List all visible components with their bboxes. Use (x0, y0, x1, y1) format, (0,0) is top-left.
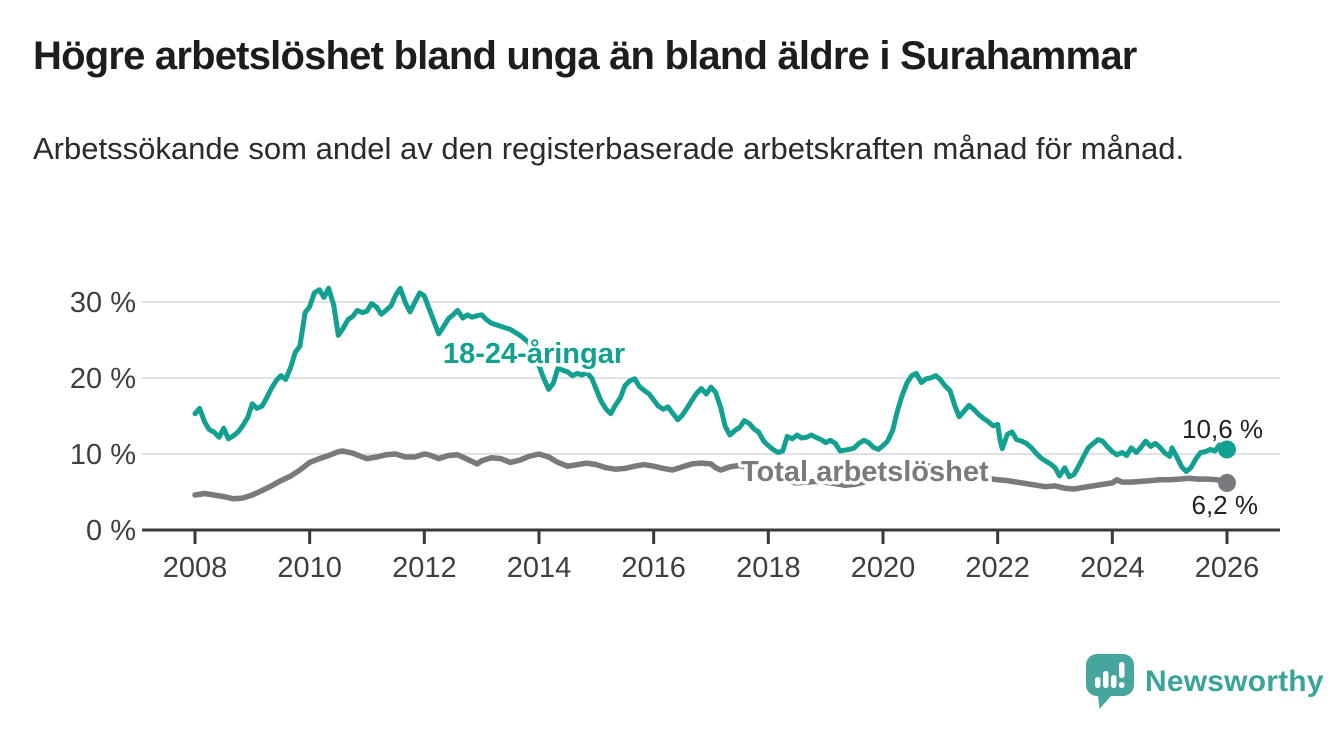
x-axis-label-2020: 2020 (851, 552, 916, 584)
y-axis-label-10: 10 % (70, 439, 136, 471)
chart-subtitle: Arbetssökande som andel av den registerb… (33, 131, 1185, 166)
end-dot-total (1217, 473, 1236, 492)
chart-title: Högre arbetslöshet bland unga än bland ä… (33, 34, 1137, 78)
y-axis-label-30: 30 % (70, 287, 136, 319)
x-axis-label-2016: 2016 (621, 552, 686, 584)
series-line-youth (192, 285, 1230, 480)
x-axis-label-2018: 2018 (736, 552, 801, 584)
end-dot-youth (1217, 440, 1236, 459)
x-axis-label-2026: 2026 (1195, 552, 1260, 584)
series-label-total: Total arbetslöshet (741, 456, 989, 488)
y-axis-label-20: 20 % (70, 363, 136, 395)
series-label-youth: 18-24-åringar (443, 338, 625, 370)
x-axis-label-2008: 2008 (163, 552, 228, 584)
y-axis-label-0: 0 % (86, 515, 136, 547)
value-label-total: 6,2 % (1192, 490, 1259, 520)
value-label-youth: 10,6 % (1182, 414, 1263, 444)
x-axis-label-2010: 2010 (277, 552, 342, 584)
x-axis-label-2014: 2014 (507, 552, 572, 584)
x-axis-label-2022: 2022 (965, 552, 1030, 584)
x-axis-label-2012: 2012 (392, 552, 457, 584)
newsworthy-logo: Newsworthy (1085, 653, 1324, 711)
newsworthy-speech-bubble-bar-chart-icon (1086, 654, 1134, 709)
series-line-total (192, 448, 1230, 502)
newsworthy-logo-text: Newsworthy (1145, 665, 1324, 698)
x-axis-label-2024: 2024 (1080, 552, 1145, 584)
